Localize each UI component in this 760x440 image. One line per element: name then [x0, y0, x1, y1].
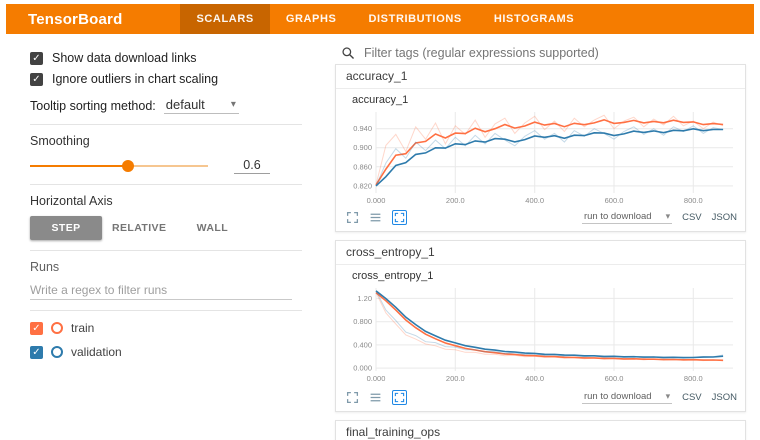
- tag-group-title[interactable]: final_training_ops: [336, 421, 745, 440]
- settings-sidebar: ✓ Show data download links ✓ Ignore outl…: [6, 34, 328, 440]
- tab-distributions[interactable]: DISTRIBUTIONS: [368, 13, 462, 25]
- checkbox-run-train[interactable]: ✓: [30, 321, 43, 335]
- horizontal-axis-label: Horizontal Axis: [30, 194, 113, 208]
- tag-group-accuracy: accuracy_1 accuracy_1 0.820 0.860 0.900 0.9…: [335, 64, 746, 232]
- svg-text:400.0: 400.0: [525, 196, 544, 205]
- fit-domain-icon[interactable]: [392, 389, 407, 405]
- tooltip-sorting-label: Tooltip sorting method:: [30, 98, 156, 113]
- slider-knob[interactable]: [121, 160, 134, 172]
- svg-text:0.940: 0.940: [353, 124, 372, 133]
- run-row-validation: ✓ validation: [30, 344, 328, 360]
- svg-text:400.0: 400.0: [525, 374, 544, 383]
- tab-histograms[interactable]: HISTOGRAMS: [493, 13, 575, 25]
- svg-text:0.860: 0.860: [353, 162, 372, 171]
- nav-tabs: SCALARS GRAPHS DISTRIBUTIONS HISTOGRAMS: [180, 4, 590, 34]
- json-link[interactable]: JSON: [711, 391, 737, 403]
- ignore-outliers-label: Ignore outliers in chart scaling: [52, 72, 219, 86]
- accuracy-chart[interactable]: 0.820 0.860 0.900 0.940 0.000 200.0 400.0 600.0…: [342, 107, 743, 205]
- svg-text:0.400: 0.400: [353, 340, 372, 349]
- axis-relative-button[interactable]: RELATIVE: [112, 222, 167, 234]
- json-link[interactable]: JSON: [711, 211, 737, 223]
- runs-label: Runs: [30, 260, 60, 274]
- fit-domain-icon[interactable]: [392, 209, 407, 225]
- chart-footer: run to download ▾ CSV JSON: [346, 206, 737, 228]
- axis-wall-button[interactable]: WALL: [196, 222, 229, 234]
- svg-text:200.0: 200.0: [446, 374, 465, 383]
- svg-text:0.800: 0.800: [353, 317, 372, 326]
- svg-text:0.000: 0.000: [367, 196, 386, 205]
- chart-footer: run to download ▾ CSV JSON: [346, 386, 737, 408]
- horizontal-axis-group: STEP RELATIVE WALL: [30, 216, 328, 240]
- svg-text:800.0: 800.0: [684, 374, 703, 383]
- tag-filter[interactable]: Filter tags (regular expressions support…: [341, 43, 744, 63]
- run-color-swatch: [51, 322, 63, 334]
- divider: [30, 124, 302, 125]
- svg-text:600.0: 600.0: [605, 374, 624, 383]
- tab-graphs[interactable]: GRAPHS: [285, 13, 337, 25]
- ignore-outliers-row: ✓ Ignore outliers in chart scaling: [30, 70, 328, 88]
- run-color-swatch: [51, 346, 63, 358]
- tensorboard-app: TensorBoard SCALARS GRAPHS DISTRIBUTIONS…: [6, 4, 754, 440]
- svg-text:600.0: 600.0: [605, 196, 624, 205]
- tag-group-cross-entropy: cross_entropy_1 cross_entropy_1 0.000 0.4…: [335, 240, 746, 412]
- chevron-down-icon: ▾: [665, 391, 671, 401]
- run-to-download-select[interactable]: run to download ▾: [581, 210, 673, 224]
- svg-text:800.0: 800.0: [684, 196, 703, 205]
- svg-text:200.0: 200.0: [446, 196, 465, 205]
- top-bar: TensorBoard SCALARS GRAPHS DISTRIBUTIONS…: [6, 4, 754, 34]
- tab-scalars[interactable]: SCALARS: [180, 4, 270, 34]
- app-title: TensorBoard: [28, 10, 123, 28]
- run-to-download-select[interactable]: run to download ▾: [581, 390, 673, 404]
- slider-track-fill: [30, 165, 128, 167]
- csv-link[interactable]: CSV: [682, 391, 702, 403]
- checkbox-show-download-links[interactable]: ✓: [30, 51, 43, 65]
- tag-group-final-training-ops: final_training_ops: [335, 420, 746, 440]
- checkbox-run-validation[interactable]: ✓: [30, 345, 43, 359]
- expand-chart-icon[interactable]: [346, 211, 359, 224]
- run-row-train: ✓ train: [30, 320, 328, 336]
- svg-text:0.000: 0.000: [367, 374, 386, 383]
- checkbox-ignore-outliers[interactable]: ✓: [30, 72, 43, 86]
- tag-group-title[interactable]: cross_entropy_1: [336, 241, 745, 265]
- run-label-train: train: [71, 321, 95, 335]
- tooltip-sorting-select[interactable]: default ▾: [163, 97, 239, 114]
- tooltip-sorting-value: default: [165, 97, 205, 112]
- data-series-list-icon[interactable]: [369, 211, 382, 224]
- csv-link[interactable]: CSV: [682, 211, 702, 223]
- tag-group-title[interactable]: accuracy_1: [336, 65, 745, 89]
- svg-text:0.900: 0.900: [353, 143, 372, 152]
- tag-filter-placeholder: Filter tags (regular expressions support…: [364, 46, 599, 60]
- show-download-links-row: ✓ Show data download links: [30, 49, 328, 67]
- runs-filter-input[interactable]: [30, 281, 292, 300]
- divider: [30, 184, 302, 185]
- divider: [30, 310, 302, 311]
- svg-text:0.000: 0.000: [353, 364, 372, 373]
- chevron-down-icon: ▾: [230, 99, 236, 110]
- smoothing-label: Smoothing: [30, 134, 90, 148]
- run-label-validation: validation: [71, 345, 122, 359]
- divider: [30, 250, 302, 251]
- chart-title: accuracy_1: [352, 94, 409, 106]
- show-download-links-label: Show data download links: [52, 51, 197, 65]
- chevron-down-icon: ▾: [665, 211, 671, 221]
- tooltip-sorting-row: Tooltip sorting method: default ▾: [30, 97, 328, 114]
- cross-entropy-chart[interactable]: 0.000 0.400 0.800 1.20 0.000 200.0 400.0 600.0 8…: [342, 283, 743, 383]
- svg-text:0.820: 0.820: [353, 181, 372, 190]
- search-icon: [342, 47, 355, 60]
- svg-text:1.20: 1.20: [357, 294, 372, 303]
- smoothing-value[interactable]: 0.6: [234, 158, 270, 174]
- smoothing-slider[interactable]: [30, 159, 208, 173]
- run-to-download-label: run to download: [583, 211, 652, 222]
- data-series-list-icon[interactable]: [369, 391, 382, 404]
- axis-step-button[interactable]: STEP: [30, 216, 102, 240]
- smoothing-row: 0.6: [30, 158, 328, 174]
- dashboard-main: Filter tags (regular expressions support…: [328, 34, 754, 440]
- chart-title: cross_entropy_1: [352, 270, 434, 282]
- run-to-download-label: run to download: [583, 391, 652, 402]
- expand-chart-icon[interactable]: [346, 391, 359, 404]
